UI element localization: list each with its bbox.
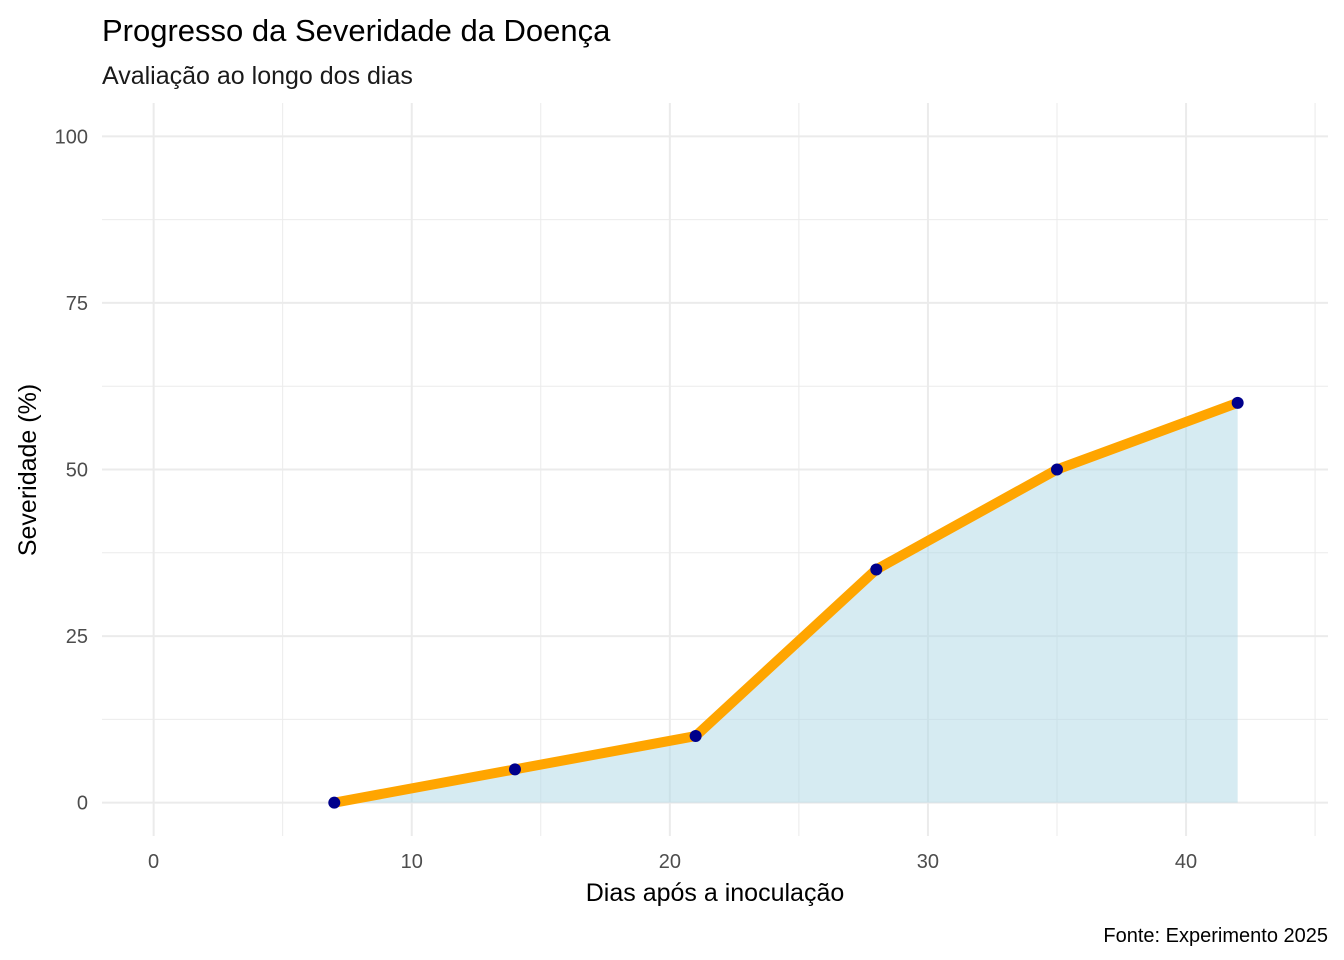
- chart-caption: Fonte: Experimento 2025: [1103, 925, 1328, 947]
- y-axis-ticks: 0 25 50 75 100: [55, 126, 88, 814]
- y-tick-label: 25: [66, 626, 88, 648]
- data-point: [508, 763, 521, 776]
- data-point: [328, 796, 341, 809]
- line-layer: [333, 398, 1240, 808]
- x-tick-label: 30: [917, 851, 939, 873]
- y-tick-label: 50: [66, 460, 88, 482]
- data-point: [870, 563, 883, 576]
- severity-line: [333, 398, 1240, 808]
- data-point: [689, 730, 702, 743]
- x-tick-label: 20: [659, 851, 681, 873]
- chart-title: Progresso da Severidade da Doença: [102, 13, 611, 48]
- y-tick-label: 0: [77, 793, 88, 815]
- point-layer: [328, 396, 1244, 809]
- x-tick-label: 40: [1175, 851, 1197, 873]
- y-axis-title: Severidade (%): [14, 384, 42, 556]
- x-axis-title: Dias após a inoculação: [586, 879, 845, 907]
- y-tick-label: 100: [55, 126, 88, 148]
- area-layer: [334, 402, 1238, 803]
- y-tick-label: 75: [66, 293, 88, 315]
- data-point: [1050, 463, 1063, 476]
- x-tick-label: 0: [148, 851, 159, 873]
- chart-subtitle: Avaliação ao longo dos dias: [102, 62, 413, 90]
- x-axis-ticks: 0 10 20 30 40: [148, 851, 1197, 873]
- x-tick-label: 10: [401, 851, 423, 873]
- severity-area: [334, 402, 1238, 803]
- data-point: [1231, 396, 1244, 409]
